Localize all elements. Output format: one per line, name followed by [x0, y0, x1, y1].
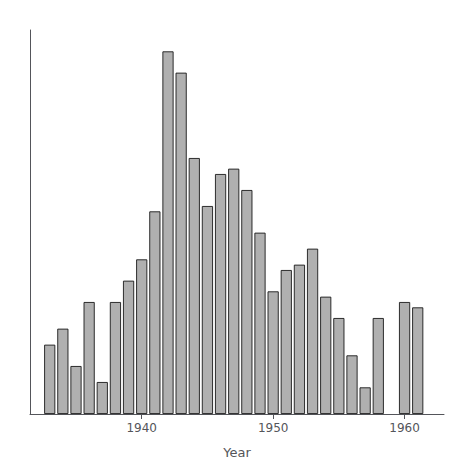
svg-text:1960: 1960	[389, 421, 420, 435]
svg-text:Year: Year	[222, 445, 251, 460]
svg-text:1940: 1940	[126, 421, 157, 435]
svg-text:1950: 1950	[258, 421, 289, 435]
